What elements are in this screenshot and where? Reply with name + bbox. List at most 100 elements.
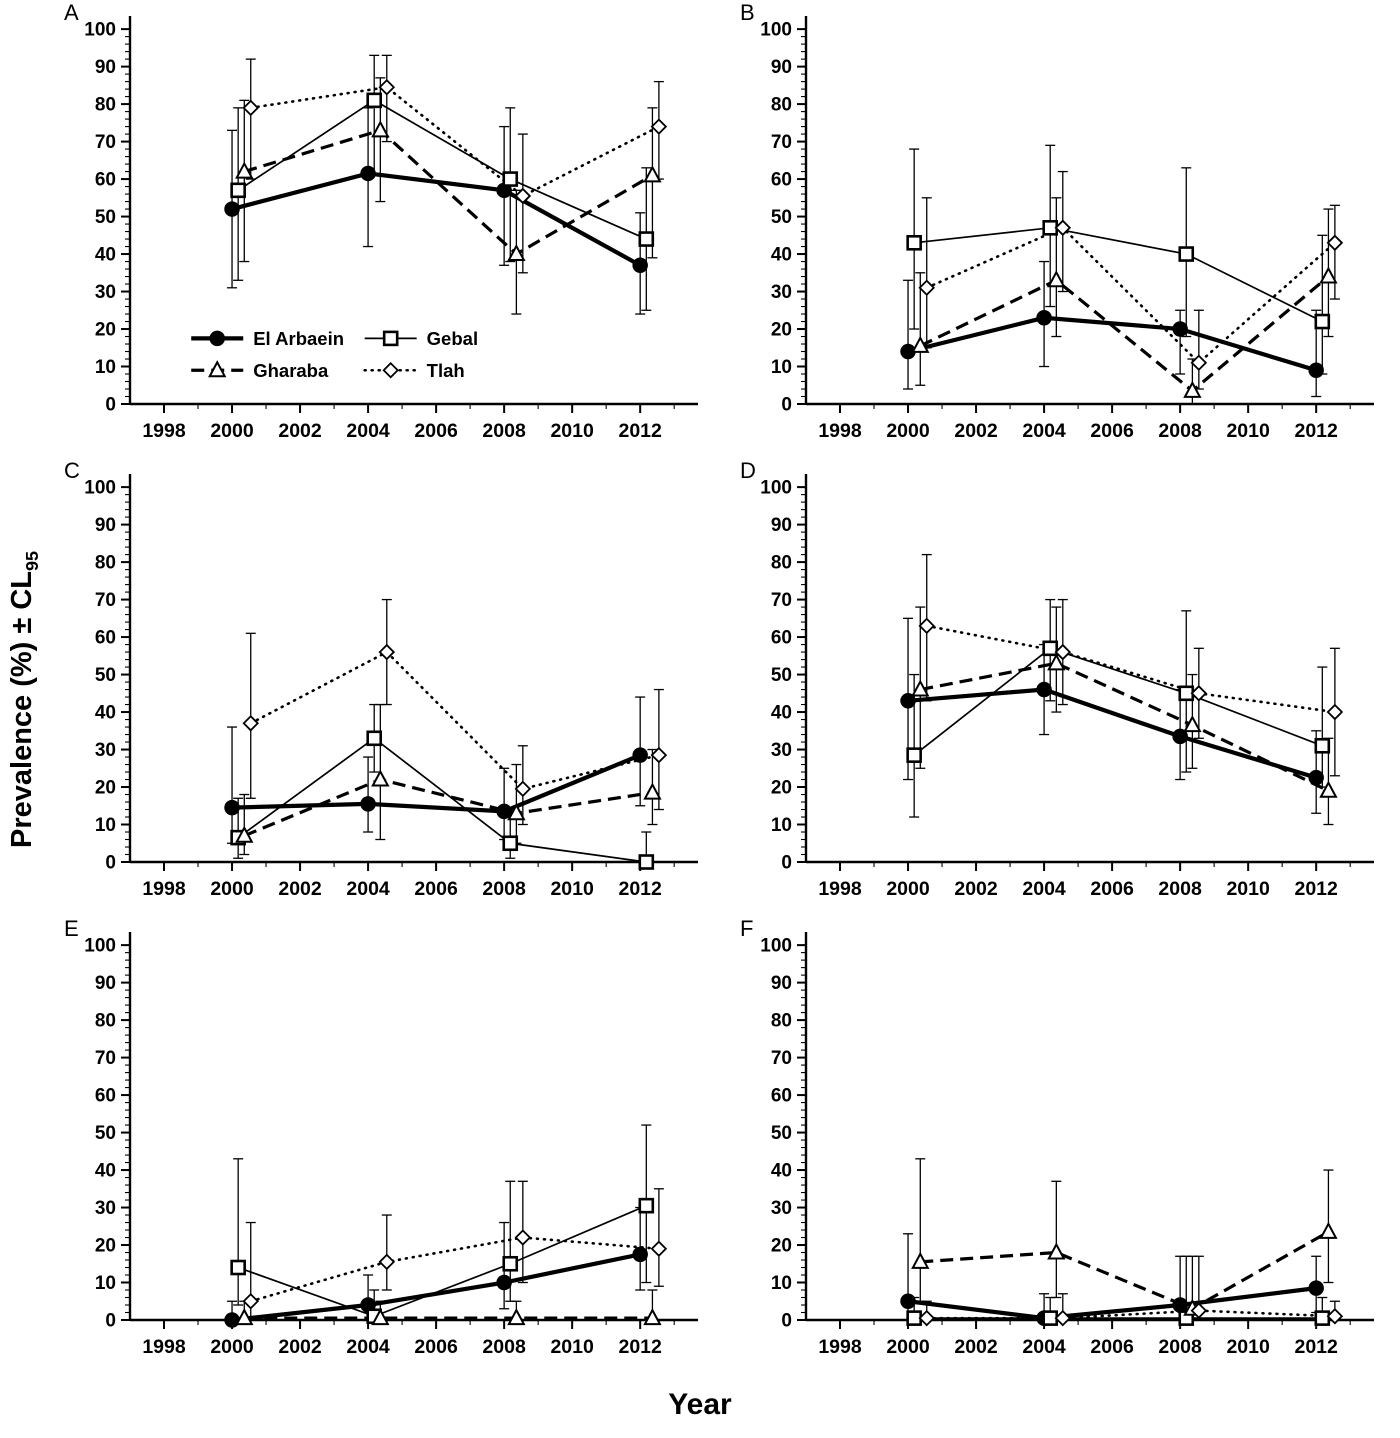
svg-text:60: 60 — [95, 170, 116, 191]
errorbars-el-arbaein — [903, 617, 1322, 814]
svg-text:10: 10 — [95, 815, 116, 836]
svg-text:0: 0 — [781, 853, 792, 874]
svg-text:2006: 2006 — [414, 1336, 458, 1358]
series-markers-el-arbaein — [900, 681, 1324, 786]
svg-text:2012: 2012 — [1294, 878, 1338, 900]
svg-text:2004: 2004 — [1022, 878, 1066, 900]
svg-text:90: 90 — [771, 973, 792, 994]
chart-B: 0 10 20 30 40 50 60 70 80 90 100 1998 2000 2002 2004 20… — [760, 16, 1374, 442]
svg-text:1998: 1998 — [818, 1336, 862, 1358]
svg-text:2010: 2010 — [550, 878, 594, 900]
tick-labels: 0 10 20 30 40 50 60 70 80 90 100 1998 2000 2002 2004 20… — [84, 478, 662, 900]
series-markers-gharaba — [911, 653, 1338, 798]
y-axis-title-text: Prevalence (%) ± CL — [6, 570, 38, 848]
svg-text:70: 70 — [95, 1048, 116, 1069]
svg-text:2010: 2010 — [550, 1336, 594, 1358]
series-markers-gebal — [906, 1310, 1331, 1326]
svg-text:2008: 2008 — [1158, 878, 1202, 900]
panel-label-E: E — [64, 916, 79, 941]
svg-text:20: 20 — [771, 320, 792, 341]
svg-text:2004: 2004 — [346, 420, 390, 442]
tick-labels: 0 10 20 30 40 50 60 70 80 90 100 1998 2000 2002 2004 20… — [760, 936, 1338, 1358]
svg-text:50: 50 — [95, 1123, 116, 1144]
errorbars-gebal — [233, 703, 652, 863]
svg-text:1998: 1998 — [142, 1336, 186, 1358]
errorbars-gharaba — [239, 703, 658, 856]
tick-labels: 0 10 20 30 40 50 60 70 80 90 100 1998 2000 2002 2004 20… — [84, 20, 662, 442]
svg-text:40: 40 — [771, 1161, 792, 1182]
svg-text:2000: 2000 — [886, 878, 930, 900]
chart-D: 0 10 20 30 40 50 60 70 80 90 100 1998 2000 2002 2004 20… — [760, 474, 1374, 900]
svg-text:2000: 2000 — [886, 1336, 930, 1358]
errorbars-tlah — [245, 598, 664, 826]
svg-text:2006: 2006 — [1090, 420, 1134, 442]
panel-B: B 0 10 20 30 40 50 60 70 80 90 100 1998 2000 2002 2004… — [712, 0, 1388, 462]
svg-text:2000: 2000 — [210, 1336, 254, 1358]
svg-text:90: 90 — [95, 515, 116, 536]
series-line-gebal — [237, 99, 647, 240]
chart-E: 0 10 20 30 40 50 60 70 80 90 100 1998 2000 2002 2004 20… — [84, 932, 698, 1358]
series-markers-el-arbaein — [224, 165, 648, 274]
svg-text:30: 30 — [95, 1198, 116, 1219]
series-markers-gebal — [230, 1197, 655, 1325]
svg-text:80: 80 — [771, 553, 792, 574]
svg-text:80: 80 — [95, 1011, 116, 1032]
panel-E: E 0 10 20 30 40 50 60 70 80 90 100 1998 2000 2002 2004… — [36, 916, 712, 1378]
svg-text:60: 60 — [771, 1086, 792, 1107]
series-markers-gharaba — [235, 120, 662, 262]
series-markers-gharaba — [911, 266, 1338, 398]
svg-text:2012: 2012 — [618, 878, 662, 900]
svg-text:2008: 2008 — [482, 878, 526, 900]
panel-D: D 0 10 20 30 40 50 60 70 80 90 100 1998 2000 2002 2004… — [712, 458, 1388, 920]
x-axis-title: Year — [668, 1388, 732, 1421]
series-markers-gharaba — [911, 1221, 1338, 1316]
series-markers-el-arbaein — [224, 747, 648, 820]
svg-text:2002: 2002 — [954, 1336, 998, 1358]
svg-text:20: 20 — [95, 1236, 116, 1257]
svg-text:50: 50 — [95, 207, 116, 228]
legend: El Arbaein Gebal Gharaba Tlah — [191, 328, 478, 381]
svg-text:2004: 2004 — [346, 878, 390, 900]
svg-text:90: 90 — [771, 515, 792, 536]
series-line-tlah — [249, 1236, 661, 1303]
svg-text:0: 0 — [105, 395, 116, 416]
errorbars-gebal — [909, 144, 1328, 375]
errorbars-el-arbaein — [903, 260, 1322, 398]
svg-text:2004: 2004 — [1022, 1336, 1066, 1358]
svg-text:30: 30 — [95, 740, 116, 761]
svg-text:30: 30 — [771, 740, 792, 761]
series-markers-el-arbaein — [900, 310, 1324, 379]
svg-text:70: 70 — [95, 132, 116, 153]
svg-text:40: 40 — [771, 703, 792, 724]
svg-text:2002: 2002 — [278, 1336, 322, 1358]
svg-text:1998: 1998 — [142, 420, 186, 442]
svg-text:0: 0 — [781, 1311, 792, 1332]
svg-text:2000: 2000 — [886, 420, 930, 442]
tick-labels: 0 10 20 30 40 50 60 70 80 90 100 1998 2000 2002 2004 20… — [760, 20, 1338, 442]
svg-text:2004: 2004 — [346, 1336, 390, 1358]
svg-text:20: 20 — [95, 320, 116, 341]
svg-text:40: 40 — [771, 245, 792, 266]
svg-text:70: 70 — [95, 590, 116, 611]
svg-text:100: 100 — [760, 20, 792, 41]
svg-text:2010: 2010 — [1226, 420, 1270, 442]
axes — [121, 474, 698, 871]
svg-text:2002: 2002 — [278, 878, 322, 900]
errorbars-gharaba — [239, 1289, 658, 1321]
svg-text:100: 100 — [760, 478, 792, 499]
chart-C: 0 10 20 30 40 50 60 70 80 90 100 1998 2000 2002 2004 20… — [84, 474, 698, 900]
panel-F: F 0 10 20 30 40 50 60 70 80 90 100 1998 2000 2002 2004… — [712, 916, 1388, 1378]
errorbars-el-arbaein — [227, 1206, 646, 1321]
svg-text:2008: 2008 — [482, 1336, 526, 1358]
svg-text:2010: 2010 — [1226, 878, 1270, 900]
tick-labels: 0 10 20 30 40 50 60 70 80 90 100 1998 2000 2002 2004 20… — [760, 478, 1338, 900]
svg-text:100: 100 — [84, 478, 116, 499]
series-line-el-arbaein — [231, 1252, 641, 1323]
series-markers-gebal — [230, 730, 655, 870]
svg-text:50: 50 — [95, 665, 116, 686]
svg-text:50: 50 — [771, 207, 792, 228]
svg-text:2006: 2006 — [414, 878, 458, 900]
svg-text:10: 10 — [95, 1273, 116, 1294]
svg-text:40: 40 — [95, 703, 116, 724]
panel-grid: A 0 10 20 30 40 50 60 70 80 90 100 1998 2000 2002 2004… — [36, 0, 1388, 1378]
